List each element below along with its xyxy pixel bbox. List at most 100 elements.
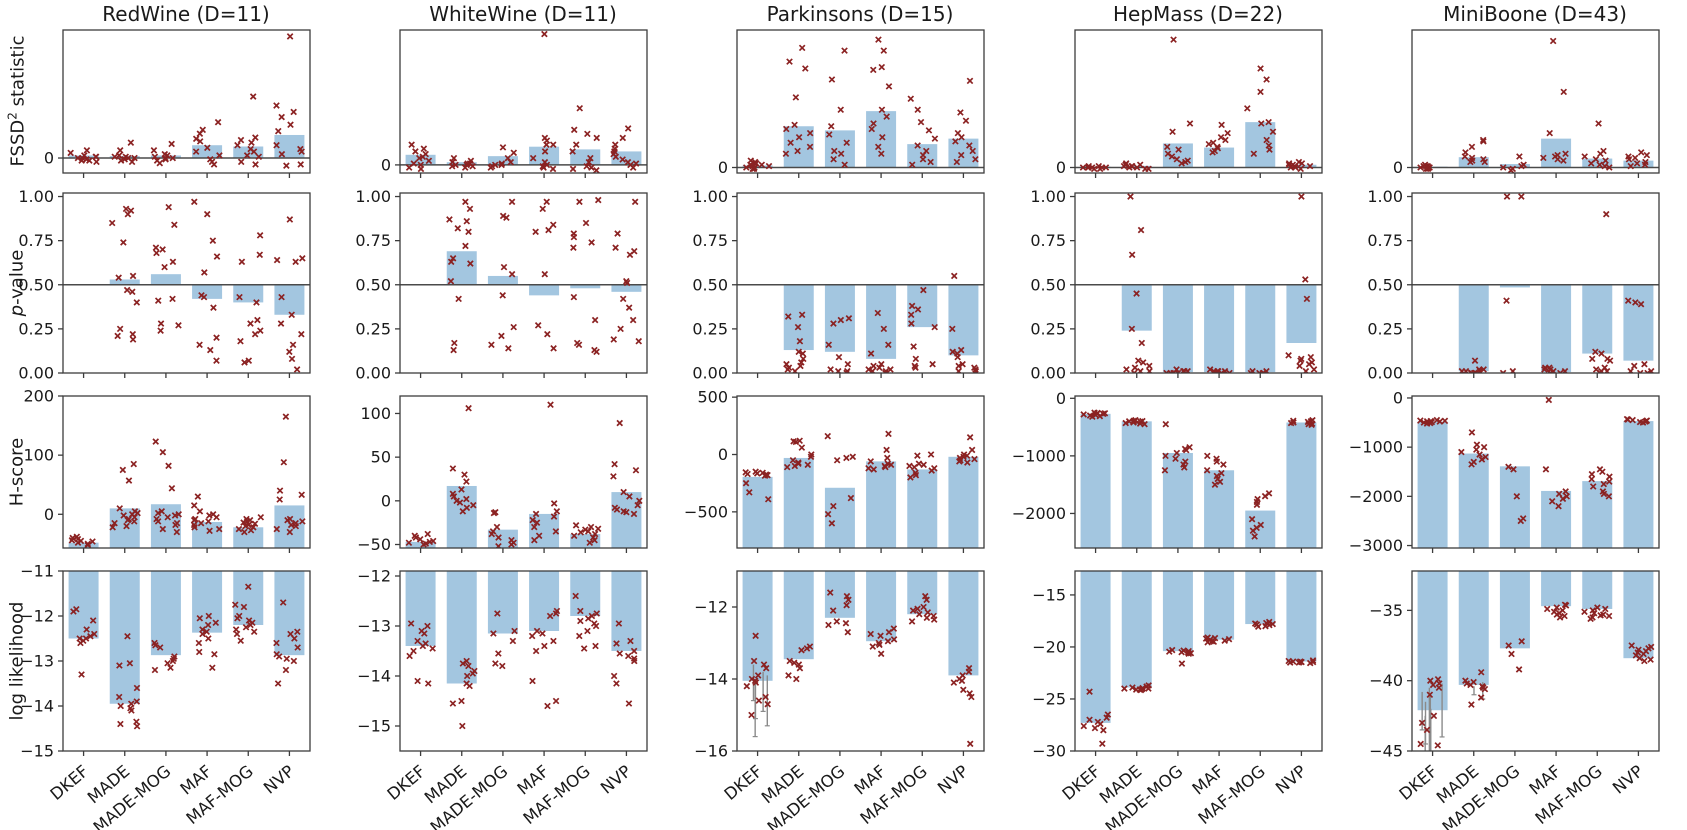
x-tick-label-DKEF: DKEF [47,762,92,804]
data-point-x-marker [467,260,474,267]
data-point-x-marker [827,366,834,373]
data-point-x-marker [1086,688,1093,695]
label-text: -value [6,249,28,305]
data-point-x-marker [492,660,499,667]
data-point-x-marker [1517,517,1525,525]
data-point-x-marker [764,495,772,503]
data-point-x-marker [1100,726,1107,734]
data-point-x-marker [299,254,306,262]
data-point-x-marker [962,117,970,125]
axes-frame [1411,192,1660,374]
y-tick-label: 0.00 [692,364,728,383]
data-point-x-marker [949,325,956,333]
data-point-x-marker [508,541,515,548]
bar-MAF [1541,571,1572,607]
data-point-x-marker [830,155,837,163]
data-point-x-marker [843,601,850,609]
data-point-x-marker [1253,501,1261,509]
data-point-x-marker [877,650,885,658]
data-point-x-marker [782,125,790,133]
data-point-x-marker [87,632,94,640]
data-point-x-marker [1600,480,1608,488]
bar-DKEF [742,571,773,681]
data-point-x-marker [414,637,421,645]
data-point-x-marker [213,253,221,260]
data-point-x-marker [488,341,495,349]
bar-MADE [783,457,814,548]
data-point-x-marker [1476,451,1483,458]
data-point-x-marker [168,484,176,492]
data-point-x-marker [791,121,798,129]
data-point-x-marker [830,147,838,155]
bar-MAF [529,571,560,631]
data-point-x-marker [625,700,633,707]
data-point-x-marker [466,682,473,690]
data-point-x-marker [799,350,807,357]
bar-MADE-MOG [1162,571,1193,652]
data-point-x-marker [912,471,920,479]
data-point-x-marker [1214,369,1221,373]
data-point-x-marker [843,369,850,373]
data-point-x-marker [1434,675,1442,683]
data-point-x-marker [868,125,876,133]
bar-NVP [274,571,305,656]
data-point-x-marker [1146,367,1153,373]
data-point-x-marker [1257,65,1264,72]
data-point-x-marker [594,196,602,204]
axes-frame [736,29,985,174]
data-point-x-marker [290,657,298,665]
data-point-x-marker [276,487,284,494]
axes-frame [399,29,648,174]
data-point-x-marker [298,491,305,499]
data-point-x-marker [1632,299,1639,306]
data-point-x-marker [1417,740,1425,748]
data-point-x-marker [1218,121,1225,129]
data-point-x-marker [793,675,800,683]
data-point-x-marker [1262,622,1269,630]
data-point-x-marker [593,610,601,617]
data-point-x-marker [1203,466,1211,474]
data-point-x-marker [235,525,243,533]
bar-MADE [783,126,814,168]
data-point-x-marker [429,645,436,652]
y-axis-label-fssd2: FSSD2 statistic [6,36,29,167]
data-point-x-marker [196,341,203,349]
data-point-x-marker [79,154,86,162]
data-point-x-marker [950,272,958,280]
data-point-x-marker [195,639,203,647]
bar-DKEF [405,541,436,548]
data-point-x-marker [876,641,883,649]
data-point-x-marker [171,512,179,519]
data-point-x-marker [1515,666,1523,673]
data-point-x-marker [290,108,297,116]
data-point-x-marker [920,461,927,469]
data-point-x-marker [277,320,285,327]
data-point-x-marker [958,677,966,685]
label-text: H-score [6,437,28,507]
data-point-x-marker [1435,684,1443,692]
data-point-x-marker [459,722,466,730]
data-point-x-marker [761,472,769,480]
y-tick-label: −3000 [1349,536,1403,555]
data-point-x-marker [1297,357,1304,364]
data-point-x-marker [1224,129,1231,137]
data-point-x-marker [1302,367,1310,373]
data-point-x-marker [969,147,977,155]
data-point-x-marker [1265,118,1272,126]
data-point-x-marker [241,359,248,366]
data-point-x-marker [204,621,212,629]
data-point-x-marker [1599,468,1606,476]
data-point-x-marker [273,639,280,647]
data-point-x-marker [447,258,455,266]
y-tick-label: 200 [23,387,54,406]
data-point-x-marker [488,530,496,538]
data-point-x-marker [1178,160,1185,167]
data-point-x-marker [890,625,898,632]
bar-MADE-MOG [487,156,518,165]
data-point-x-marker [162,156,169,163]
data-point-x-marker [533,627,541,635]
data-point-x-marker [458,486,465,493]
data-point-x-marker [1481,685,1489,693]
data-point-x-marker [455,295,462,303]
data-point-x-marker [1639,419,1647,426]
